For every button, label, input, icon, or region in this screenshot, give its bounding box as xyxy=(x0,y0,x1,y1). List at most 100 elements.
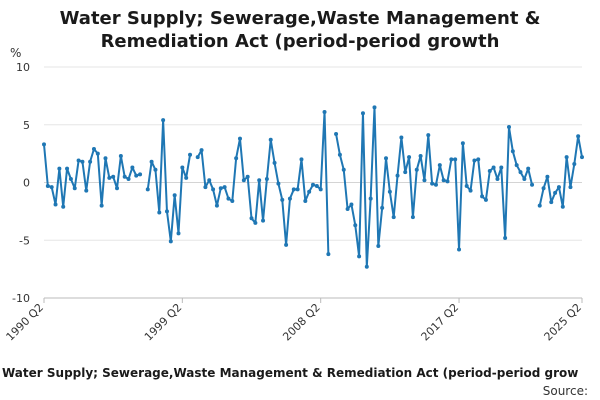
data-point xyxy=(460,141,465,146)
data-point xyxy=(526,166,531,171)
data-point xyxy=(483,197,488,202)
data-point xyxy=(453,157,458,162)
data-point xyxy=(580,155,584,160)
data-point xyxy=(364,264,369,269)
data-point xyxy=(138,172,143,177)
data-point xyxy=(545,174,550,179)
data-point xyxy=(476,157,481,162)
data-point xyxy=(334,131,339,136)
data-point xyxy=(103,156,108,161)
data-point xyxy=(199,148,204,153)
data-point xyxy=(418,153,423,158)
data-point xyxy=(164,209,169,214)
data-point xyxy=(134,173,139,178)
data-point xyxy=(153,167,158,172)
data-point xyxy=(514,163,519,168)
data-point xyxy=(241,178,246,183)
data-point xyxy=(49,185,54,190)
data-point xyxy=(184,175,189,180)
data-point xyxy=(195,155,200,160)
data-point xyxy=(318,187,323,192)
data-point xyxy=(276,181,281,186)
data-point xyxy=(299,157,304,162)
data-point xyxy=(287,196,292,201)
data-point xyxy=(560,204,565,209)
data-point xyxy=(268,137,273,142)
data-point xyxy=(145,187,150,192)
data-point xyxy=(261,218,266,223)
data-point xyxy=(407,155,412,160)
data-point xyxy=(157,210,162,215)
y-tick-label: 10 xyxy=(16,61,30,74)
data-point xyxy=(161,118,166,123)
data-point xyxy=(118,153,123,158)
data-point xyxy=(441,178,446,183)
data-point xyxy=(95,151,100,156)
data-point xyxy=(84,188,89,193)
series-points xyxy=(42,105,584,269)
data-point xyxy=(468,188,473,193)
data-point xyxy=(576,134,581,139)
data-point xyxy=(311,182,315,187)
data-point xyxy=(487,168,492,173)
data-point xyxy=(349,202,354,207)
data-point xyxy=(380,205,385,210)
data-point xyxy=(360,111,365,116)
data-point xyxy=(99,203,104,208)
data-point xyxy=(472,158,477,163)
data-point xyxy=(522,177,527,182)
data-point xyxy=(372,105,377,110)
data-point xyxy=(203,185,208,190)
data-point xyxy=(249,216,254,221)
data-point xyxy=(495,177,500,182)
data-point xyxy=(368,196,373,201)
y-tick-label: -10 xyxy=(12,292,30,305)
data-point xyxy=(572,162,577,167)
data-point xyxy=(107,175,112,180)
data-point xyxy=(188,152,193,157)
data-point xyxy=(510,149,515,154)
data-point xyxy=(272,160,277,165)
data-point xyxy=(541,186,546,191)
data-point xyxy=(45,183,50,188)
data-point xyxy=(403,170,408,175)
data-point xyxy=(257,178,262,183)
data-point xyxy=(307,189,312,194)
data-point xyxy=(391,215,396,220)
data-point xyxy=(457,247,462,252)
data-point xyxy=(280,197,285,202)
data-point xyxy=(506,125,511,130)
data-point xyxy=(414,167,419,172)
data-point xyxy=(553,190,558,195)
data-point xyxy=(53,202,58,207)
data-point xyxy=(122,174,127,179)
y-tick-label: 5 xyxy=(23,119,30,132)
data-point xyxy=(445,179,450,184)
data-point xyxy=(61,204,66,209)
data-point xyxy=(42,142,46,147)
source-label: Source: xyxy=(543,384,588,398)
y-tick-label: 0 xyxy=(23,177,30,190)
data-point xyxy=(149,159,154,164)
data-point xyxy=(115,186,120,191)
data-point xyxy=(218,186,223,191)
data-point xyxy=(91,147,96,151)
data-point xyxy=(437,163,442,168)
data-point xyxy=(180,165,185,170)
data-point xyxy=(491,165,496,170)
data-point xyxy=(549,200,554,205)
data-point xyxy=(214,203,219,208)
data-point xyxy=(422,178,427,183)
data-point xyxy=(464,183,469,188)
data-point xyxy=(295,187,300,192)
data-point xyxy=(234,156,239,161)
data-point xyxy=(237,136,242,141)
data-point xyxy=(499,165,504,170)
data-point xyxy=(80,159,85,164)
data-point xyxy=(65,166,70,171)
data-point xyxy=(68,177,73,182)
data-point xyxy=(564,155,569,160)
data-point xyxy=(88,159,93,164)
data-point xyxy=(376,244,381,249)
